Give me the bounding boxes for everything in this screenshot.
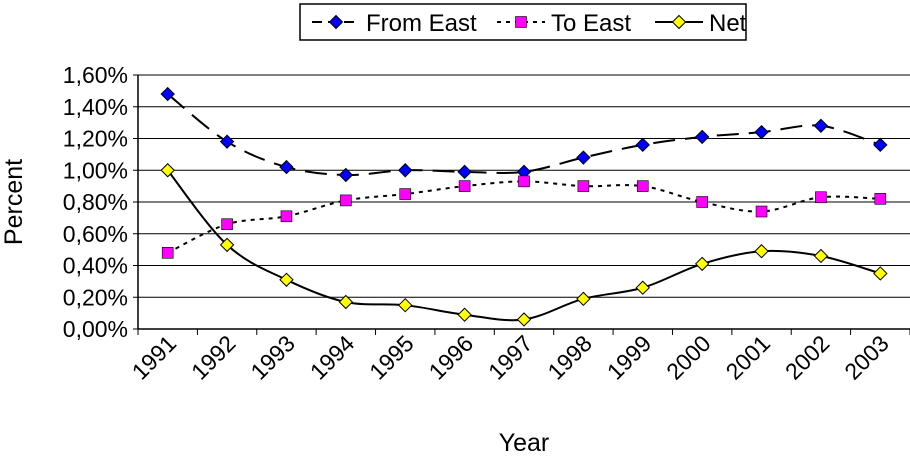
x-tick-label: 1998 [542,330,597,385]
data-point-to-east [874,193,887,205]
y-tick-label: 0,60% [63,221,128,247]
x-tick-labels: 1991 1992 1993 1994 1995 1996 1997 1998 1999 2000… [127,330,894,385]
data-point-net [635,280,650,295]
data-point-net [516,312,532,327]
data-point-net [576,291,591,307]
data-point-from-east [160,86,175,102]
data-point-net [160,163,175,178]
x-tick-label: 1999 [602,330,657,385]
y-tick-label: 0,00% [63,316,128,342]
x-tick-label: 1994 [305,330,360,385]
data-point-to-east [458,180,471,192]
data-point-to-east [340,194,352,207]
data-point-to-east [755,205,768,218]
axes [133,74,910,335]
y-axis-label: Percent [0,159,28,245]
x-tick-label: 1995 [364,330,419,385]
data-point-from-east [754,124,769,140]
data-point-from-east [873,137,888,153]
y-tick-label: 1,00% [63,157,128,183]
data-point-to-east [161,247,174,259]
data-point-from-east [398,163,413,178]
data-point-net [813,248,829,264]
data-point-to-east [518,175,530,188]
x-tick-label: 2001 [721,330,776,385]
data-point-to-east [636,180,649,192]
data-point-to-east [280,210,293,223]
x-axis-label: Year [499,429,550,457]
series-line-to-east [167,180,881,254]
y-tick-label: 1,40% [63,94,128,120]
data-point-net [338,294,354,310]
x-tick-label: 1992 [186,330,241,385]
y-tick-label: 0,40% [63,253,128,279]
y-tick-label: 0,20% [63,284,128,310]
x-tick-label: 2000 [661,330,716,385]
data-point-from-east [338,167,354,183]
y-tick-label: 0,80% [63,189,128,215]
y-tick-labels: 0,00% 0,20% 0,40% 0,60% 0,80% 1,00% 1,20% 1,40%… [63,62,128,342]
data-point-from-east [457,164,472,180]
data-point-from-east [694,129,710,145]
data-point-from-east [813,118,829,134]
x-tick-label: 2003 [839,330,894,385]
legend-marker-net [671,14,687,30]
data-point-net [398,297,413,313]
series-line-from-east [167,93,881,177]
data-point-net [754,244,769,259]
data-point-from-east [576,150,591,165]
data-point-net [219,237,235,253]
data-point-from-east [635,137,650,153]
legend-label-net: Net [709,10,747,37]
x-tick-label: 1993 [245,330,300,385]
data-point-from-east [219,134,235,149]
data-point-to-east [815,191,827,204]
legend-label-to-east: To East [551,10,631,37]
y-tick-label: 1,20% [63,126,128,152]
x-tick-label: 1991 [127,330,182,385]
data-point-net [279,272,294,287]
series-markers [160,86,888,327]
series-lines [166,93,881,322]
y-tick-label: 1,60% [63,62,128,88]
data-point-to-east [399,188,412,200]
x-tick-label: 1997 [483,330,538,385]
legend-marker-from-east [328,14,344,30]
data-point-net [694,256,710,272]
x-tick-label: 2002 [780,330,835,385]
legend-marker-to-east [515,16,527,28]
data-point-from-east [279,159,294,175]
x-tick-label: 1996 [424,330,479,385]
legend: From East To East Net [299,3,747,41]
data-point-to-east [577,180,590,192]
legend-label-from-east: From East [366,10,477,37]
data-point-to-east [696,196,708,208]
data-point-to-east [221,218,233,231]
data-point-net [457,307,472,322]
data-point-net [873,266,888,281]
